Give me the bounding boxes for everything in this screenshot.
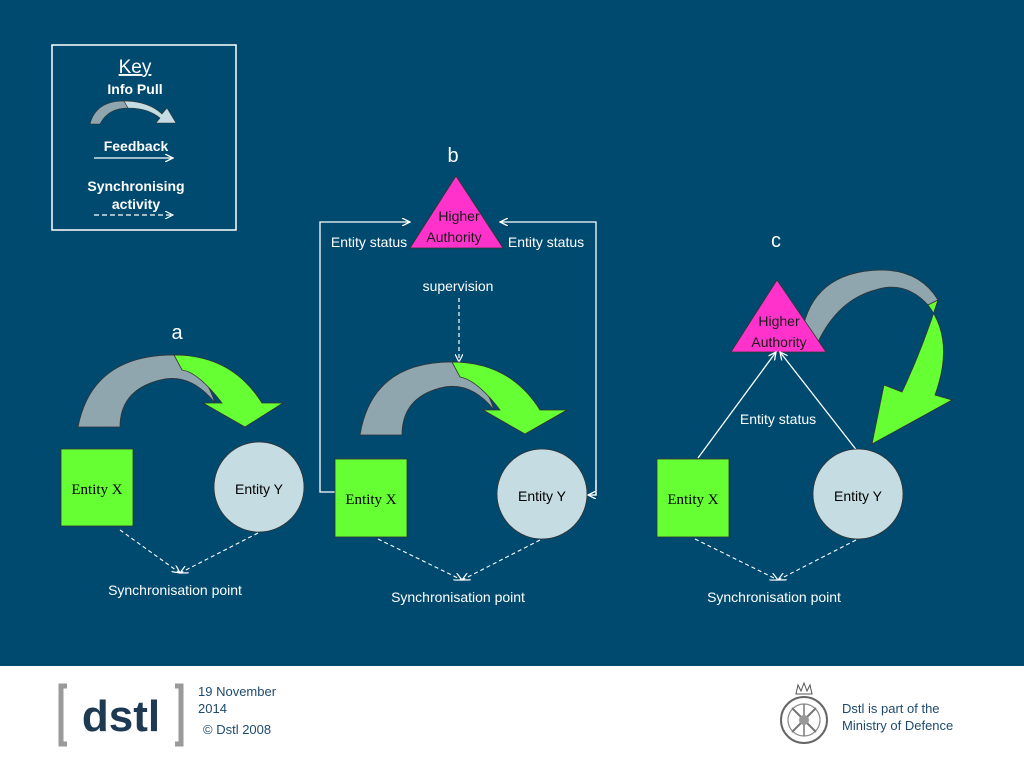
key-sync-label-2: activity [112,196,160,212]
sync-line-b-y [462,539,541,580]
status-line-c-x [697,352,776,459]
higher-authority-triangle-b [409,175,504,249]
key-box: Key Info Pull Feedback Synchronising act… [51,44,237,231]
key-feedback-label: Feedback [104,138,169,154]
feedback-line-b-right [588,480,597,495]
key-info-pull-label: Info Pull [107,81,162,97]
entity-y-circle-b [496,448,588,540]
entity-x-label-a: Entity X [71,482,122,498]
panel-c: c Higher Authority Entity status Entity … [656,230,954,605]
dstl-logo-text: dstl [82,692,160,741]
footer-copyright: © Dstl 2008 [203,722,272,737]
entity-x-label-c: Entity X [667,492,718,508]
panel-c-label: c [771,230,781,252]
status-label-c: Entity status [740,411,816,427]
status-label-b-right: Entity status [508,234,584,250]
status-line-c-y [780,352,859,453]
entity-y-circle-c [812,448,904,540]
sync-line-a-y [180,532,259,573]
footer-date-1: 19 November [198,684,277,699]
panel-b-label: b [447,145,458,167]
footer-date-2: 2014 [198,701,227,716]
entity-x-box-b [334,458,408,538]
key-sync-label-1: Synchronising [87,178,184,194]
footer-mod-line-2: Ministry of Defence [842,718,954,733]
info-pull-arrow-icon [89,100,177,125]
info-pull-arrow-b [359,361,569,436]
mod-crest-icon [780,681,828,744]
sync-label-c: Synchronisation point [707,589,841,605]
panel-a: a Entity X Entity Y Synchronisation poin… [60,322,305,598]
entity-x-label-b: Entity X [345,492,396,508]
footer-mod-line-1: Dstl is part of the [842,701,940,716]
authority-label-b-2: Authority [426,229,481,245]
authority-label-c-1: Higher [758,313,800,329]
entity-x-box-c [656,458,730,538]
authority-label-b-1: Higher [438,208,480,224]
higher-authority-triangle-c [730,279,827,353]
supervision-label: supervision [423,278,494,294]
status-label-b-left: Entity status [331,234,407,250]
sync-line-c-y [778,539,857,580]
entity-y-label-c: Entity Y [834,488,883,504]
diagram: Key Info Pull Feedback Synchronising act… [51,44,954,605]
panel-a-label: a [171,322,183,344]
sync-label-b: Synchronisation point [391,589,525,605]
entity-y-label-a: Entity Y [235,481,284,497]
slide-canvas: Key Info Pull Feedback Synchronising act… [0,0,1024,666]
key-title: Key [119,57,152,78]
sync-line-c-x [694,538,778,580]
entity-y-circle-a [213,441,305,533]
footer: dstl 19 November 2014 © Dstl 2008 Dstl i… [0,666,1024,768]
panel-b: b Higher Authority Entity status Entity … [319,145,597,605]
sync-line-b-x [377,538,462,580]
info-pull-arrow-c [801,269,954,445]
entity-x-box-a [60,448,134,527]
status-line-b-left [319,222,410,493]
sync-line-a-x [119,529,180,573]
entity-y-label-b: Entity Y [518,488,567,504]
dstl-logo: dstl [58,683,184,747]
sync-label-a: Synchronisation point [108,582,242,598]
info-pull-arrow-a [77,354,285,428]
authority-label-c-2: Authority [751,334,806,350]
